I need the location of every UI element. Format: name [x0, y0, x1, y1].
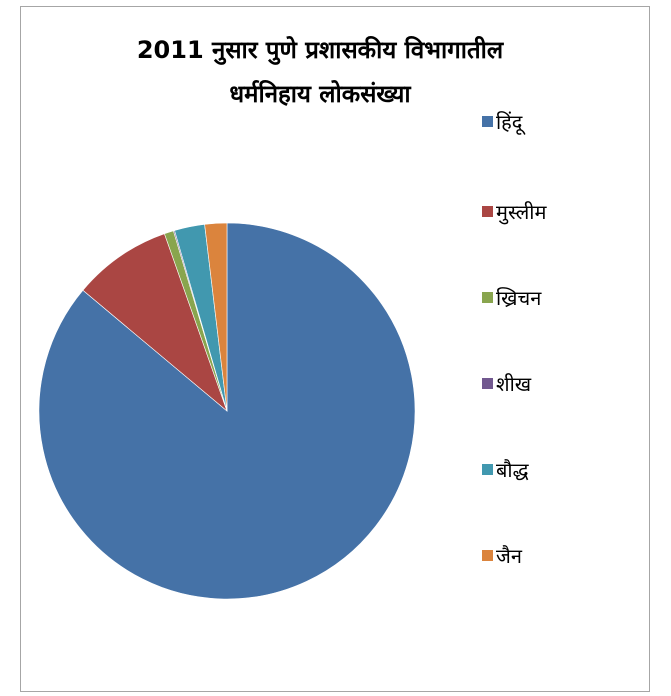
- legend-label-muslim: मुस्लीम: [496, 199, 547, 224]
- legend-label-hindu: हिंदू: [496, 109, 523, 134]
- pie-slice-jain: [204, 222, 228, 412]
- legend-item-jain: जैन: [482, 540, 522, 570]
- legend-item-hindu: हिंदू: [482, 106, 522, 136]
- legend-swatch-hindu: [482, 115, 493, 127]
- legend-swatch-buddhist: [482, 463, 493, 475]
- pie-slice-muslim: [82, 233, 228, 412]
- chart-title-line-2: धर्मनिहाय लोकसंख्या: [229, 80, 411, 108]
- legend-item-christian: ख्रिचन: [482, 282, 541, 312]
- legend-item-buddhist: बौद्ध: [482, 454, 529, 484]
- chart-title-line-1: 2011 नुसार पुणे प्रशासकीय विभागातील: [136, 36, 504, 64]
- legend-item-muslim: मुस्लीम: [482, 196, 546, 226]
- legend-swatch-muslim: [482, 205, 493, 217]
- chart-title: 2011 नुसार पुणे प्रशासकीय विभागातील धर्म…: [60, 28, 580, 116]
- legend-item-sikh: शीख: [482, 368, 531, 398]
- legend-swatch-christian: [482, 291, 493, 303]
- legend-label-sikh: शीख: [496, 371, 532, 396]
- legend-label-jain: जैन: [496, 543, 522, 568]
- legend-swatch-jain: [482, 549, 493, 561]
- legend-swatch-sikh: [482, 377, 493, 389]
- legend-label-buddhist: बौद्ध: [496, 457, 529, 482]
- legend-label-christian: ख्रिचन: [496, 285, 542, 310]
